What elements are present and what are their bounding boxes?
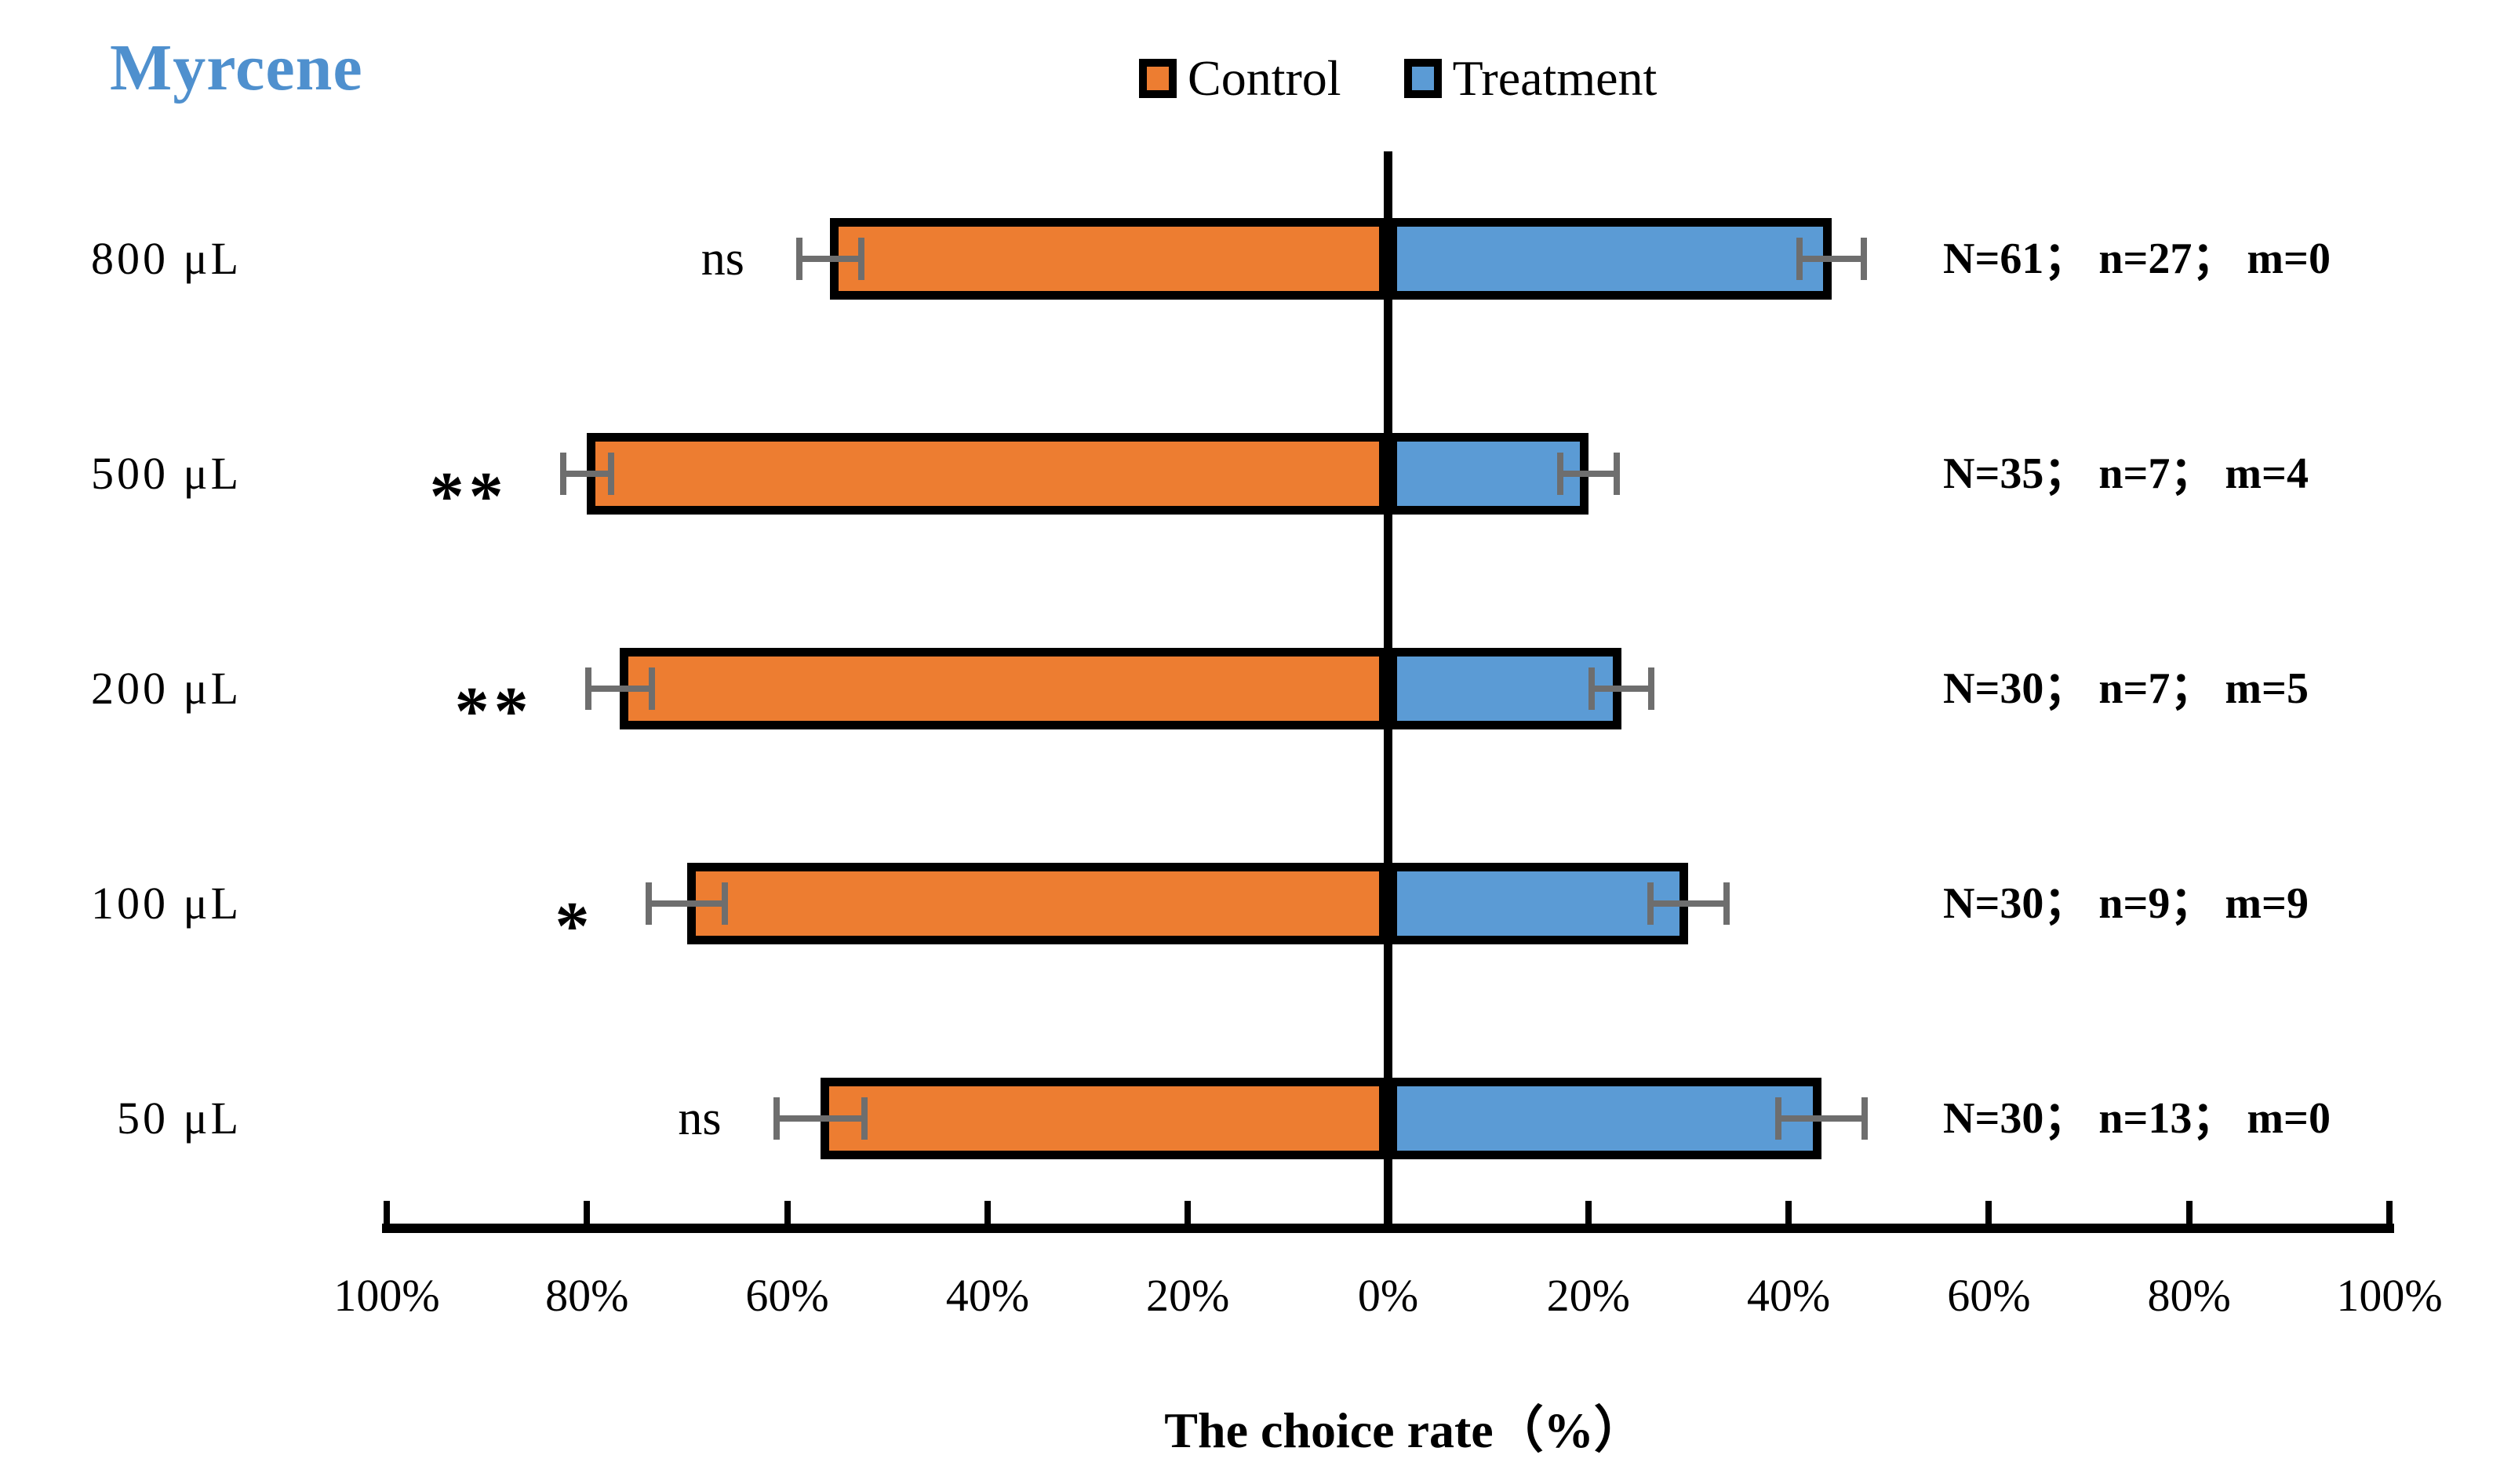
treatment-bar	[1388, 218, 1832, 300]
treatment-bar	[1388, 863, 1689, 944]
x-axis-tick	[1985, 1201, 1992, 1224]
sample-size-annotation: N=30； n=7； m=5	[1943, 664, 2309, 713]
x-axis-tick	[584, 1201, 591, 1224]
significance-label: **	[282, 646, 533, 750]
category-label: 500 μL	[90, 448, 242, 499]
control-bar	[820, 1078, 1388, 1159]
treatment-error-bar-cap	[1860, 238, 1867, 280]
x-axis-tick-label: 0%	[1357, 1270, 1419, 1321]
x-axis-tick-label: 40%	[945, 1270, 1030, 1321]
x-axis-tick-label: 80%	[2147, 1270, 2231, 1321]
x-axis-tick	[784, 1201, 791, 1224]
legend-label: Control	[1188, 50, 1341, 106]
control-bar	[686, 863, 1388, 944]
treatment-error-bar-line	[1650, 900, 1727, 907]
control-error-bar-line	[776, 1115, 864, 1122]
treatment-error-bar-cap	[1588, 667, 1595, 710]
legend: Control Treatment	[1139, 53, 1657, 104]
control-error-bar-cap	[861, 1097, 868, 1140]
control-error-bar-line	[588, 686, 653, 692]
category-label: 200 μL	[90, 663, 242, 714]
control-error-bar-cap	[584, 667, 591, 710]
x-axis-tick	[1785, 1201, 1792, 1224]
significance-label: ns	[701, 232, 744, 286]
significance-label: *	[343, 860, 594, 965]
category-label: 100 μL	[90, 878, 242, 929]
control-error-bar-cap	[646, 882, 653, 925]
x-axis-tick	[2185, 1201, 2193, 1224]
control-error-bar-cap	[607, 453, 614, 495]
control-error-bar-cap	[722, 882, 729, 925]
control-swatch-icon	[1139, 59, 1177, 98]
x-axis-tick-label: 20%	[1546, 1270, 1630, 1321]
control-error-bar-line	[649, 900, 726, 907]
sample-size-annotation: N=30； n=9； m=9	[1943, 879, 2309, 928]
chart-title: Myrcene	[110, 31, 363, 104]
asterisk-marks: **	[454, 674, 533, 750]
treatment-swatch-icon	[1403, 59, 1442, 98]
control-error-bar-cap	[858, 238, 865, 280]
x-axis-tick	[384, 1201, 390, 1224]
x-axis-tick-label: 60%	[745, 1270, 829, 1321]
asterisk-marks: *	[555, 889, 595, 965]
treatment-error-bar-cap	[1647, 882, 1654, 925]
treatment-error-bar-line	[1778, 1115, 1865, 1122]
x-axis-tick	[2386, 1201, 2393, 1224]
control-error-bar-cap	[649, 667, 656, 710]
x-axis-tick-label: 80%	[545, 1270, 629, 1321]
significance-label: ns	[678, 1092, 722, 1145]
sample-size-annotation: N=61； n=27； m=0	[1943, 235, 2331, 283]
treatment-bar	[1388, 1078, 1822, 1159]
legend-item-treatment: Treatment	[1403, 50, 1658, 106]
significance-label: **	[257, 431, 508, 535]
asterisk-marks: **	[429, 459, 508, 535]
treatment-error-bar-cap	[1861, 1097, 1869, 1140]
treatment-error-bar-cap	[1648, 667, 1655, 710]
x-axis-tick-label: 60%	[1947, 1270, 2031, 1321]
control-error-bar-cap	[773, 1097, 780, 1140]
x-axis-tick	[984, 1201, 991, 1224]
treatment-error-bar-cap	[1775, 1097, 1782, 1140]
legend-item-control: Control	[1139, 53, 1341, 104]
sample-size-annotation: N=30； n=13； m=0	[1943, 1094, 2331, 1143]
control-error-bar-line	[799, 256, 862, 262]
category-label: 50 μL	[116, 1093, 242, 1144]
control-error-bar-cap	[795, 238, 802, 280]
control-error-bar-line	[562, 471, 611, 477]
sample-size-annotation: N=35； n=7； m=4	[1943, 449, 2309, 498]
control-bar	[830, 218, 1388, 300]
x-axis-tick	[1185, 1201, 1192, 1224]
treatment-error-bar-cap	[1723, 882, 1730, 925]
treatment-bar	[1388, 648, 1621, 729]
x-axis-tick-label: 100%	[2336, 1270, 2443, 1321]
control-bar	[620, 648, 1388, 729]
legend-label: Treatment	[1452, 50, 1658, 106]
x-axis-title: The choice rate（%）	[1164, 1402, 1644, 1458]
control-bar	[587, 433, 1388, 515]
control-error-bar-cap	[559, 453, 566, 495]
x-axis-tick	[1585, 1201, 1592, 1224]
treatment-error-bar-line	[1591, 686, 1652, 692]
treatment-error-bar-cap	[1613, 453, 1620, 495]
treatment-error-bar-line	[1800, 256, 1864, 262]
x-axis-tick-label: 20%	[1146, 1270, 1230, 1321]
category-label: 800 μL	[90, 233, 242, 284]
x-axis-tick-label: 40%	[1746, 1270, 1831, 1321]
x-axis-tick-label: 100%	[333, 1270, 440, 1321]
treatment-error-bar-cap	[1557, 453, 1564, 495]
treatment-error-bar-cap	[1796, 238, 1803, 280]
treatment-error-bar-line	[1560, 471, 1617, 477]
